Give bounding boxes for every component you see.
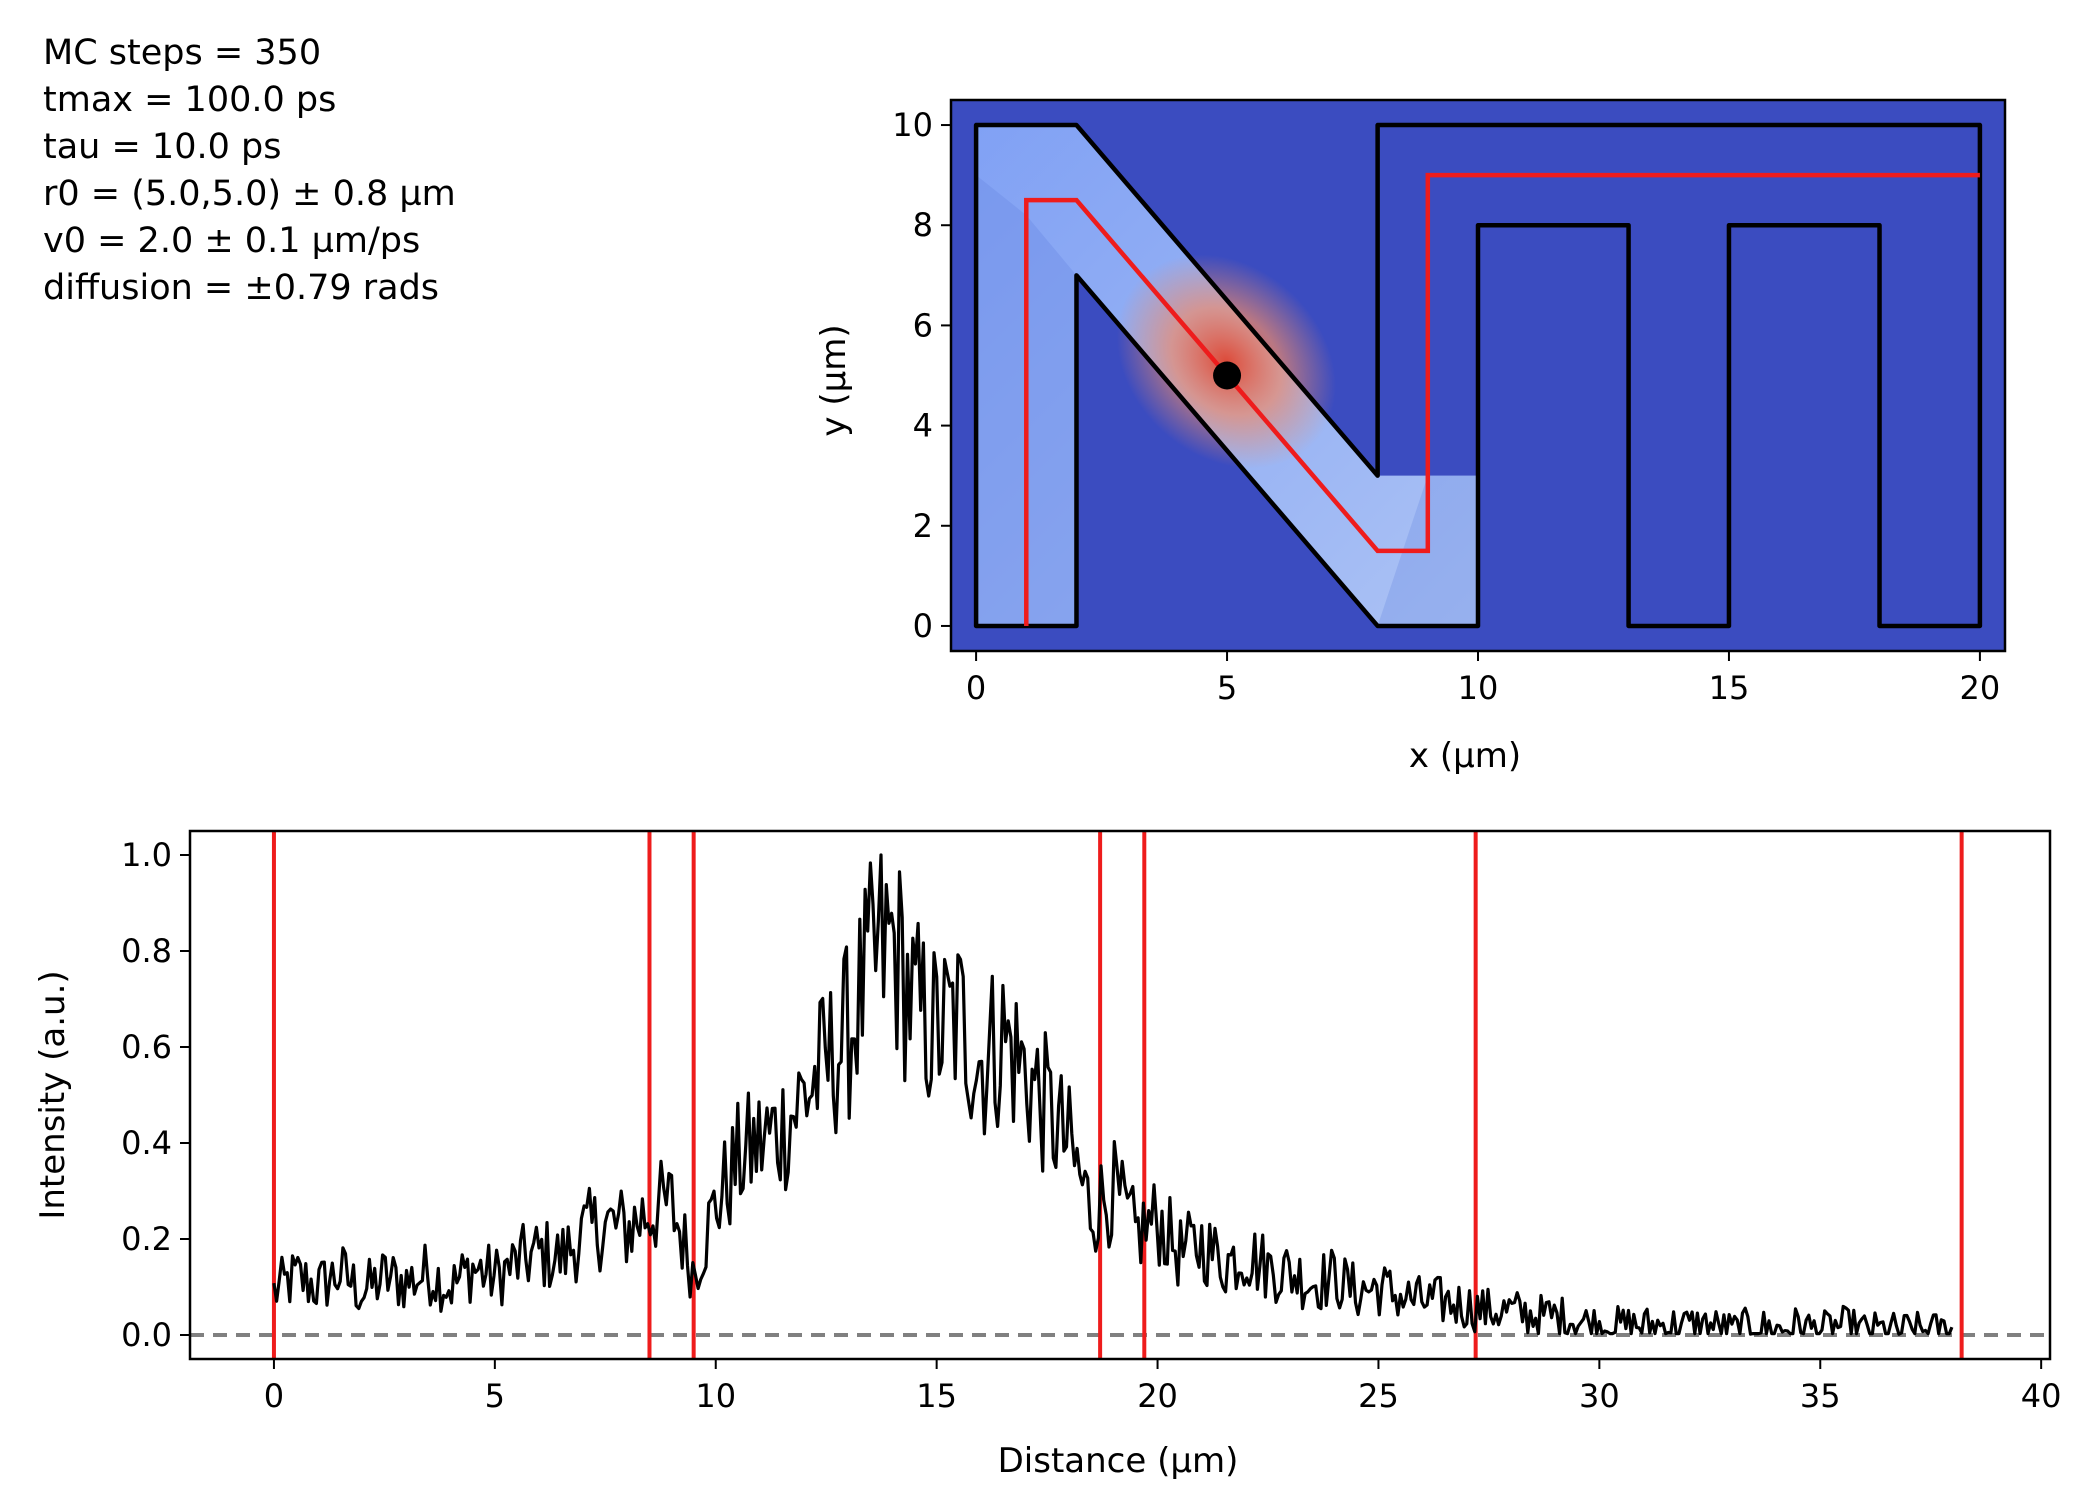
y-axis-label: y (µm) <box>814 324 854 436</box>
x-tick-label: 5 <box>1217 669 1237 707</box>
channel-boundary <box>973 122 1983 629</box>
y-tick-label: 2 <box>913 507 933 545</box>
y-axis-label: Intensity (a.u.) <box>33 970 73 1219</box>
info-line: tmax = 100.0 ps <box>43 80 337 120</box>
map-area <box>951 100 2005 651</box>
x-axis-label: x (µm) <box>1409 736 1521 776</box>
x-tick-label: 10 <box>1458 669 1499 707</box>
intensity-profile-line <box>272 853 1954 1336</box>
x-tick-label: 0 <box>966 669 986 707</box>
x-tick-label: 15 <box>916 1377 957 1415</box>
y-tick-label: 1.0 <box>121 836 172 874</box>
x-axis-label: Distance (µm) <box>998 1441 1239 1481</box>
y-tick-label: 0 <box>913 607 933 645</box>
x-tick-label: 35 <box>1800 1377 1841 1415</box>
y-tick-label: 0.8 <box>121 932 172 970</box>
x-tick-label: 30 <box>1579 1377 1620 1415</box>
x-tick-label: 20 <box>1960 669 2001 707</box>
y-tick-label: 0.0 <box>121 1316 172 1354</box>
x-tick-label: 15 <box>1709 669 1750 707</box>
profile-plot: 0 5 10 15 20 25 30 35 40 0.0 0.2 0.4 0.6 0.8 1.0 Distan… <box>33 829 2062 1481</box>
info-line: MC steps = 350 <box>43 33 322 73</box>
info-line: diffusion = ±0.79 rads <box>43 268 440 308</box>
y-tick-label: 0.2 <box>121 1220 172 1258</box>
y-tick-label: 6 <box>913 306 933 344</box>
y-tick-label: 0.6 <box>121 1028 172 1066</box>
x-tick-label: 20 <box>1137 1377 1178 1415</box>
info-line: r0 = (5.0,5.0) ± 0.8 µm <box>43 174 456 214</box>
y-tick-label: 10 <box>892 106 933 144</box>
y-tick-label: 8 <box>913 206 933 244</box>
x-tick-label: 10 <box>695 1377 736 1415</box>
x-tick-label: 40 <box>2021 1377 2062 1415</box>
info-line: tau = 10.0 ps <box>43 127 282 167</box>
x-tick-label: 5 <box>485 1377 505 1415</box>
y-tick-label: 4 <box>913 407 933 445</box>
x-tick-label: 25 <box>1358 1377 1399 1415</box>
y-tick-label: 0.4 <box>121 1124 172 1162</box>
profile-area <box>190 831 2050 1359</box>
profile-frame <box>188 829 2052 1361</box>
simulation-parameters: MC steps = 350 tmax = 100.0 ps tau = 10.0 … <box>43 30 456 312</box>
path-line <box>1024 172 1980 626</box>
x-tick-label: 0 <box>264 1377 284 1415</box>
info-line: v0 = 2.0 ± 0.1 µm/ps <box>43 221 421 261</box>
map-plot: 0 5 10 15 20 0 2 4 6 8 10 x (µm) y (µm) <box>814 98 2007 776</box>
start-point <box>1213 361 1242 390</box>
